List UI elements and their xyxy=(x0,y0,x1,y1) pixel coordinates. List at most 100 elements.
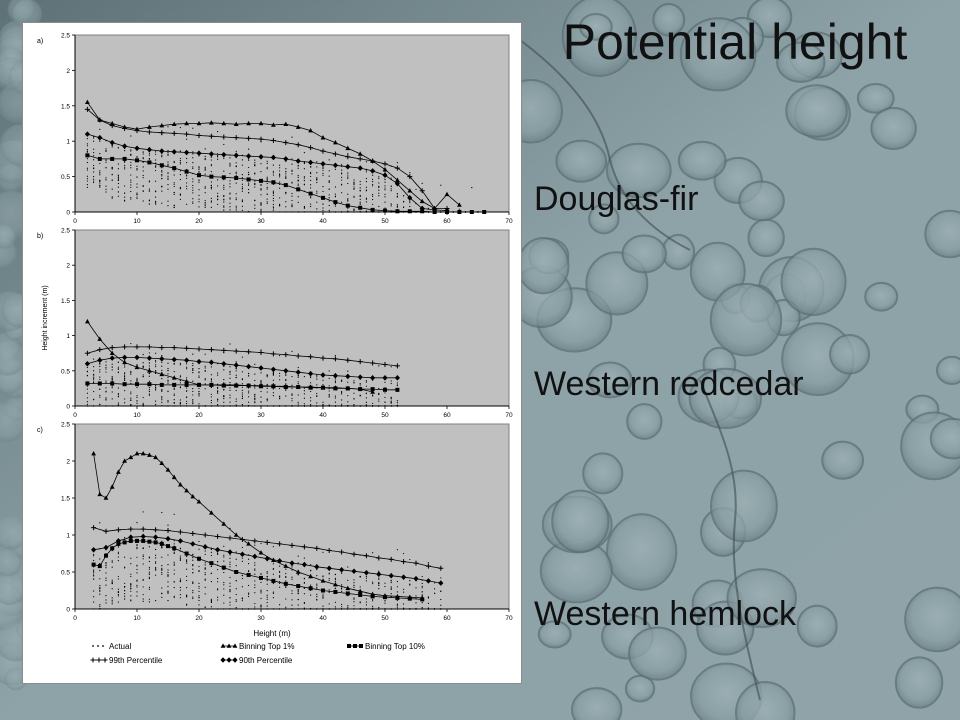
actual-point xyxy=(310,382,312,384)
actual-point xyxy=(229,589,231,591)
actual-point xyxy=(229,198,231,200)
actual-point xyxy=(235,600,237,602)
actual-point xyxy=(254,183,256,186)
actual-point xyxy=(124,402,126,404)
actual-point xyxy=(310,376,312,378)
actual-point xyxy=(217,581,219,583)
actual-point xyxy=(260,396,262,398)
actual-point xyxy=(328,577,330,580)
actual-point xyxy=(235,199,237,201)
actual-point xyxy=(223,401,225,403)
actual-point xyxy=(322,551,324,553)
actual-point xyxy=(229,591,231,593)
series-point xyxy=(246,572,251,577)
actual-point xyxy=(148,203,150,205)
actual-point xyxy=(403,603,405,605)
series-point xyxy=(85,318,90,324)
actual-point xyxy=(130,595,132,597)
actual-point xyxy=(322,169,324,171)
actual-point xyxy=(148,546,150,548)
texture-cell xyxy=(551,489,610,553)
actual-point xyxy=(198,206,200,208)
actual-point xyxy=(229,164,231,166)
series-point xyxy=(97,336,103,341)
actual-point xyxy=(204,378,206,380)
x-tick-label: 70 xyxy=(505,218,513,225)
actual-point xyxy=(427,607,429,609)
actual-point xyxy=(260,542,262,545)
actual-point xyxy=(142,157,144,160)
actual-point xyxy=(93,178,95,180)
actual-point xyxy=(396,382,398,384)
actual-point xyxy=(279,187,281,189)
actual-point xyxy=(186,575,188,578)
actual-point xyxy=(142,598,144,600)
series-point xyxy=(339,549,345,555)
actual-point xyxy=(217,405,219,407)
actual-point xyxy=(186,185,188,187)
actual-point xyxy=(303,168,305,170)
y-tick-label: 0 xyxy=(66,210,70,217)
actual-point xyxy=(155,599,157,602)
actual-point xyxy=(285,193,287,195)
actual-point xyxy=(198,375,200,377)
actual-point xyxy=(316,575,318,577)
series-point xyxy=(296,187,301,192)
actual-point xyxy=(285,378,287,381)
actual-point xyxy=(328,390,330,392)
actual-point xyxy=(223,194,225,197)
actual-point xyxy=(99,584,101,587)
actual-point xyxy=(272,209,274,211)
x-tick-label: 70 xyxy=(505,412,513,419)
series-point xyxy=(382,172,388,178)
actual-point xyxy=(372,195,374,197)
actual-point xyxy=(136,580,138,582)
actual-point xyxy=(155,405,157,407)
series-point xyxy=(332,162,338,169)
actual-point xyxy=(161,397,163,399)
actual-point xyxy=(390,405,392,407)
actual-point xyxy=(378,400,380,402)
actual-point xyxy=(266,400,268,402)
actual-point xyxy=(130,599,132,601)
actual-point xyxy=(310,203,312,205)
series-point xyxy=(159,130,165,136)
actual-point xyxy=(155,389,157,391)
actual-point xyxy=(136,564,138,566)
actual-point xyxy=(93,574,95,576)
y-tick-label: 2 xyxy=(66,68,70,75)
actual-point xyxy=(471,187,473,189)
actual-point xyxy=(235,205,237,207)
actual-point xyxy=(266,193,268,195)
series-point xyxy=(177,538,183,544)
actual-point xyxy=(272,568,274,570)
series-point xyxy=(370,360,376,366)
actual-point xyxy=(365,598,367,600)
series-point xyxy=(196,499,202,504)
actual-point xyxy=(384,381,386,383)
series-point xyxy=(246,363,252,370)
actual-point xyxy=(347,211,349,213)
actual-point xyxy=(254,564,256,566)
actual-point xyxy=(285,395,287,397)
series-point xyxy=(246,349,252,355)
legend-marker xyxy=(102,657,108,663)
actual-point xyxy=(291,173,293,175)
actual-point xyxy=(254,580,256,582)
actual-point xyxy=(111,378,113,380)
actual-point xyxy=(192,554,194,556)
actual-point xyxy=(111,145,113,147)
actual-point xyxy=(235,374,237,376)
actual-point xyxy=(155,165,157,167)
actual-point xyxy=(235,599,237,601)
series-point xyxy=(345,386,350,391)
actual-point xyxy=(378,398,380,400)
series-point xyxy=(258,365,264,371)
series-point xyxy=(246,135,252,141)
actual-point xyxy=(303,577,305,579)
actual-point xyxy=(179,593,181,596)
series-point xyxy=(239,551,245,558)
actual-point xyxy=(341,603,343,606)
actual-point xyxy=(303,162,305,165)
actual-point xyxy=(260,372,262,374)
